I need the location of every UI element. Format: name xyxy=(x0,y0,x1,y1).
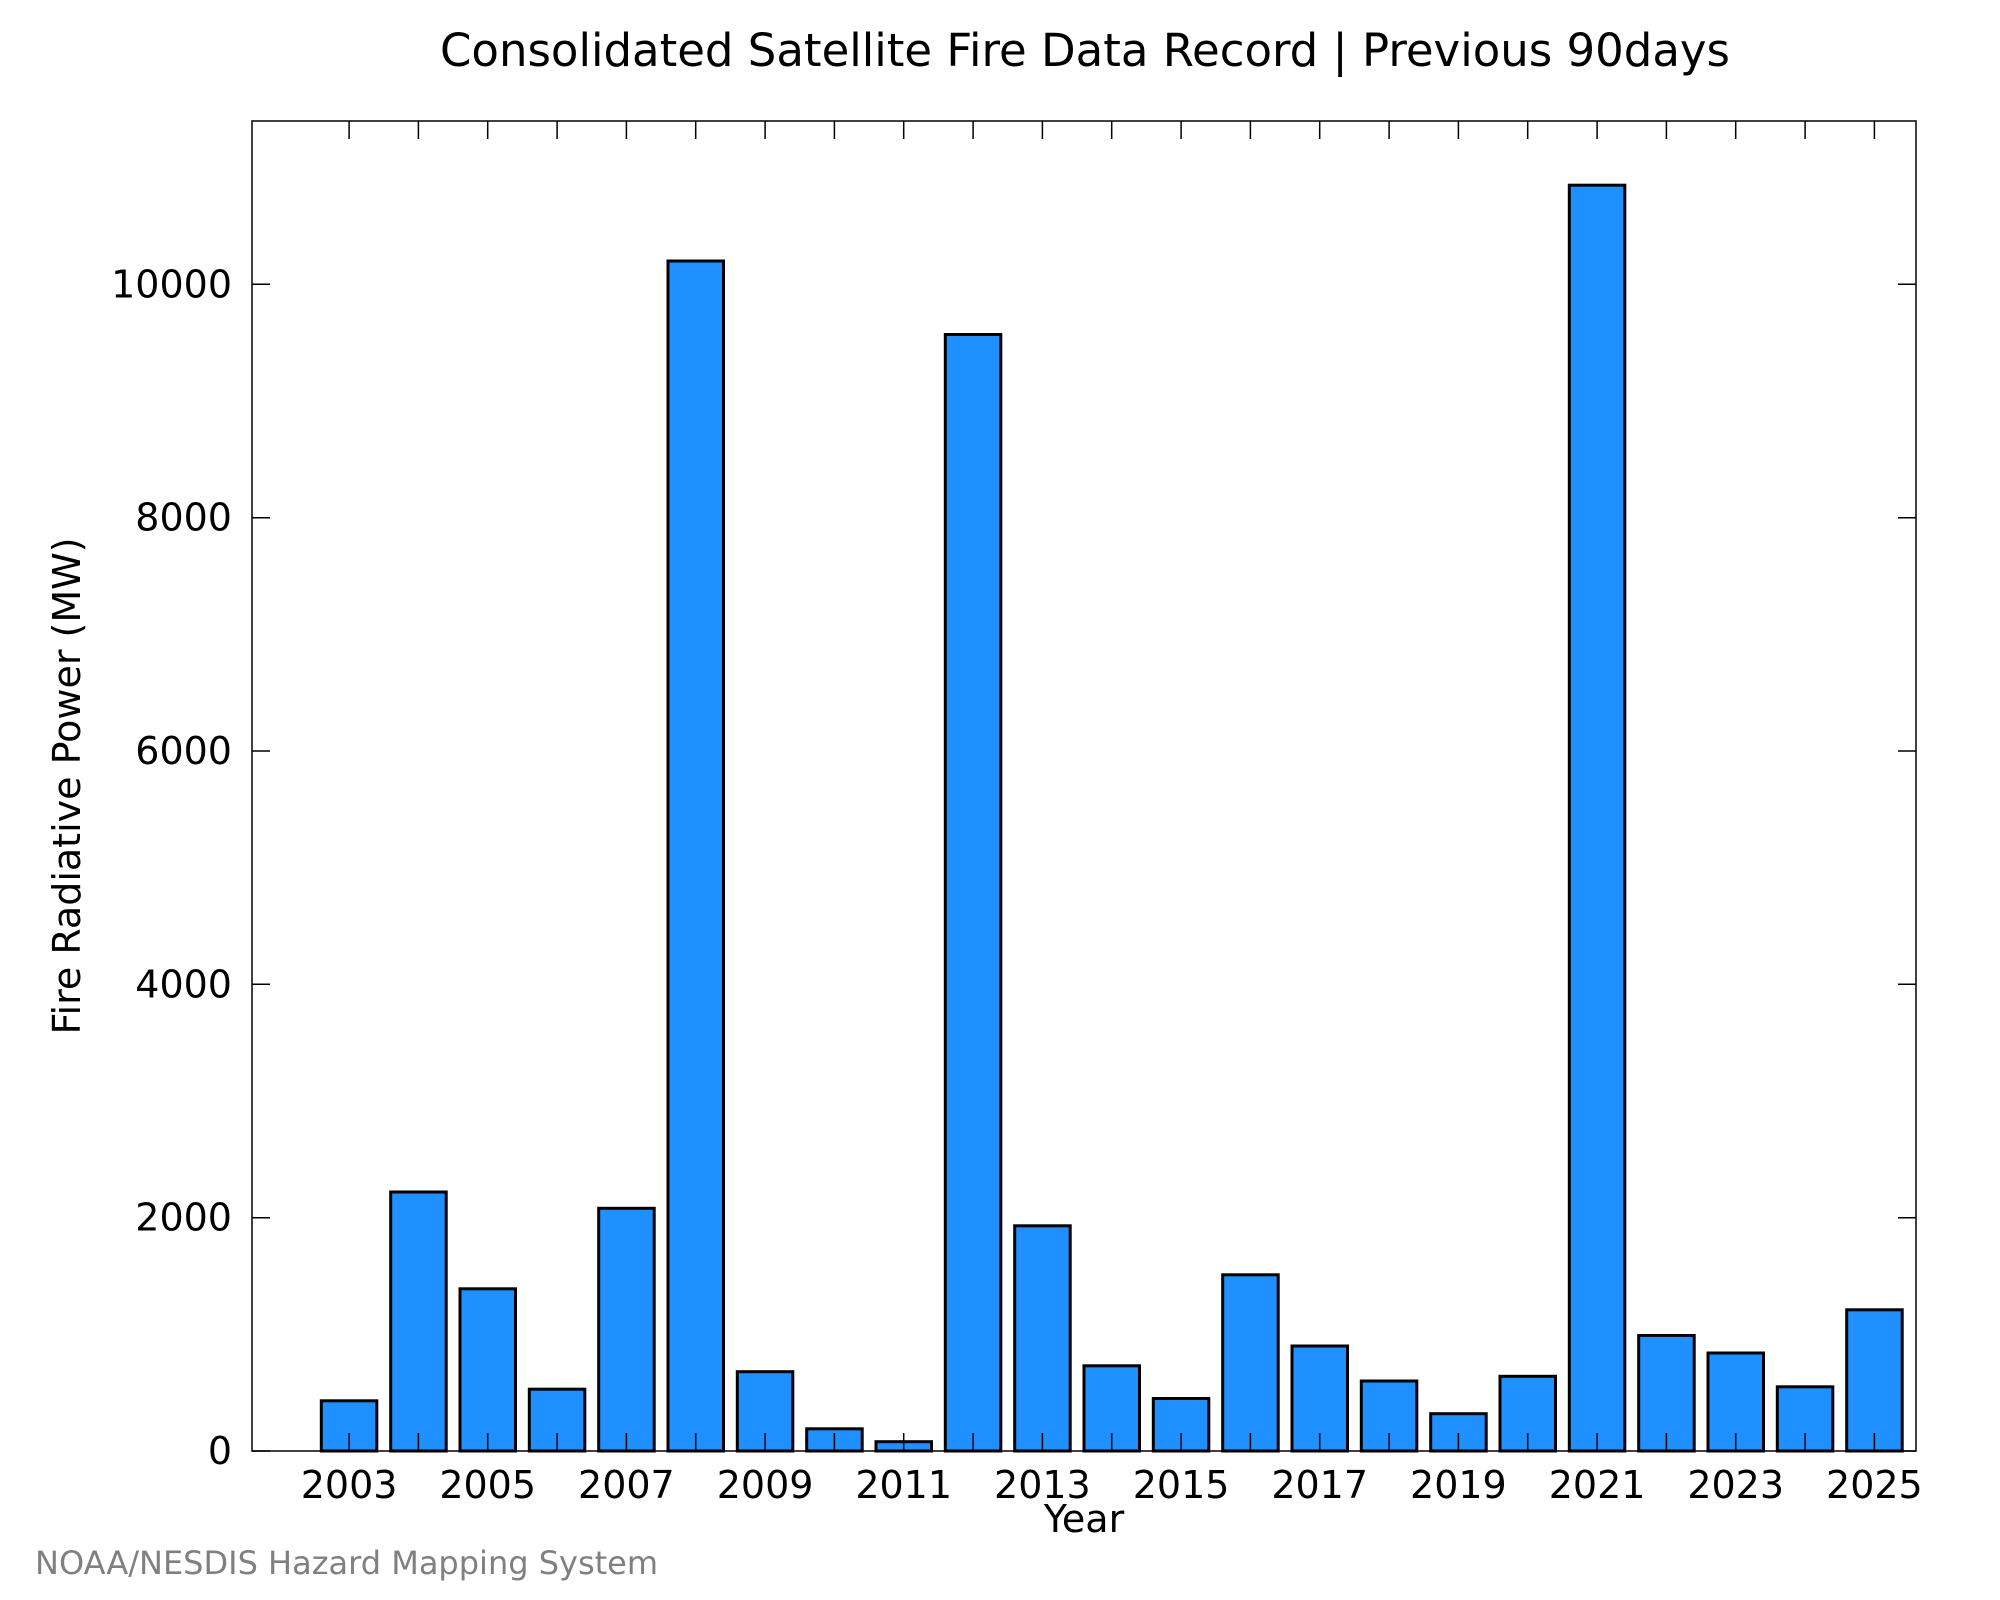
y-tick-label-4000: 4000 xyxy=(135,962,232,1006)
bar-2016 xyxy=(1221,1273,1280,1453)
x-tick-label-2005: 2005 xyxy=(439,1463,536,1507)
x-tick-label-2023: 2023 xyxy=(1687,1463,1784,1507)
ticks-layer xyxy=(252,121,1916,1452)
x-axis-label: Year xyxy=(1043,1497,1125,1541)
y-tick-label-6000: 6000 xyxy=(135,729,232,773)
y-axis-label: Fire Radiative Power (MW) xyxy=(45,537,89,1034)
y-tick-label-2000: 2000 xyxy=(135,1196,232,1240)
bar-2005 xyxy=(458,1287,517,1453)
bar-2013 xyxy=(1013,1224,1072,1453)
bar-2007 xyxy=(597,1206,656,1453)
y-tick-labels: 0 2000 4000 6000 8000 10000 xyxy=(111,262,232,1473)
chart-title: Consolidated Satellite Fire Data Record … xyxy=(440,24,1730,77)
plot-area-frame xyxy=(251,120,1917,1452)
bars-layer xyxy=(319,183,1904,1453)
bar-2008 xyxy=(666,259,725,1453)
x-tick-label-2009: 2009 xyxy=(717,1463,814,1507)
x-tick-label-2015: 2015 xyxy=(1133,1463,1230,1507)
x-tick-label-2013: 2013 xyxy=(994,1463,1091,1507)
x-tick-labels: 2003 2005 2007 2009 2011 2013 2015 2017 2019 2021… xyxy=(301,1463,1923,1507)
bar-2022 xyxy=(1637,1334,1696,1453)
credit-text: NOAA/NESDIS Hazard Mapping System xyxy=(35,1544,658,1582)
y-tick-label-0: 0 xyxy=(208,1429,232,1473)
bar-2004 xyxy=(389,1190,448,1453)
bar-2025 xyxy=(1845,1308,1904,1453)
x-tick-label-2025: 2025 xyxy=(1826,1463,1923,1507)
x-tick-label-2003: 2003 xyxy=(301,1463,398,1507)
x-tick-label-2021: 2021 xyxy=(1549,1463,1646,1507)
x-tick-label-2017: 2017 xyxy=(1271,1463,1368,1507)
x-tick-label-2019: 2019 xyxy=(1410,1463,1507,1507)
y-tick-label-10000: 10000 xyxy=(111,262,232,306)
bar-2012 xyxy=(943,333,1003,1453)
x-tick-label-2007: 2007 xyxy=(578,1463,675,1507)
x-tick-label-2011: 2011 xyxy=(855,1463,952,1507)
y-tick-label-8000: 8000 xyxy=(135,496,232,540)
bar-2021 xyxy=(1567,183,1627,1453)
